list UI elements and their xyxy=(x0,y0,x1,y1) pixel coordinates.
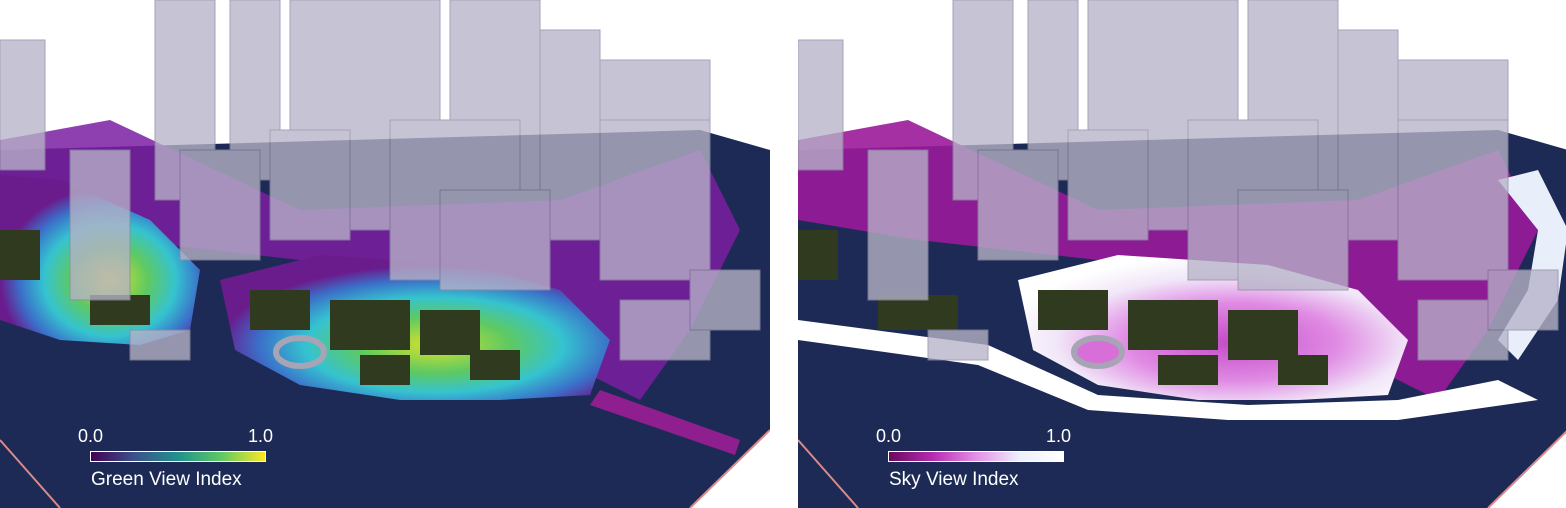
tree-cluster xyxy=(360,355,410,385)
ground-edge xyxy=(1487,430,1566,508)
ground-edge xyxy=(0,439,61,508)
legend-max-label: 1.0 xyxy=(248,426,274,446)
legend-min-label: 0.0 xyxy=(876,426,902,446)
green-view-legend: 0.0 1.0 Green View Index xyxy=(78,424,278,494)
tree-cluster xyxy=(250,290,310,330)
tree-cluster xyxy=(330,300,410,350)
sky-view-scene xyxy=(798,0,1566,508)
building xyxy=(798,39,844,171)
building xyxy=(1237,189,1349,291)
colorbar xyxy=(888,451,1064,462)
waterfront-strip xyxy=(590,390,740,455)
tree-cluster xyxy=(1128,300,1218,350)
buildings xyxy=(0,0,761,361)
building xyxy=(269,129,351,241)
building xyxy=(1487,269,1559,331)
legend-max-label: 1.0 xyxy=(1046,426,1072,446)
tree-cluster xyxy=(878,295,958,330)
ground-edge xyxy=(689,429,770,508)
green-view-panel: 0.0 1.0 Green View Index xyxy=(0,0,770,508)
tree-cluster xyxy=(0,230,40,280)
tree-cluster xyxy=(1158,355,1218,385)
tree-cluster xyxy=(420,310,480,355)
legend-title: Green View Index xyxy=(91,469,242,490)
legend-min-label: 0.0 xyxy=(78,426,104,446)
sky-view-panel: 0.0 1.0 Sky View Index xyxy=(798,0,1566,508)
building xyxy=(1067,129,1149,241)
building xyxy=(867,149,929,301)
building xyxy=(927,329,989,361)
tree-cluster xyxy=(1228,310,1298,360)
building xyxy=(179,149,261,261)
building xyxy=(129,329,191,361)
sky-view-legend: 0.0 1.0 Sky View Index xyxy=(876,424,1076,494)
tree-cluster xyxy=(798,230,838,280)
building xyxy=(0,39,46,171)
legend-title: Sky View Index xyxy=(889,469,1019,490)
tree-cluster xyxy=(470,350,520,380)
building xyxy=(1397,119,1509,281)
building xyxy=(689,269,761,331)
fountain-plaza xyxy=(1071,335,1125,369)
tree-clusters xyxy=(0,230,520,385)
building xyxy=(977,149,1059,261)
tree-cluster xyxy=(1278,355,1328,385)
fountain-plaza xyxy=(273,335,327,369)
green-view-scene xyxy=(0,0,770,508)
ground-edge xyxy=(798,439,859,508)
tree-cluster xyxy=(1038,290,1108,330)
building xyxy=(439,189,551,291)
buildings xyxy=(798,0,1559,361)
colorbar xyxy=(90,451,266,462)
building xyxy=(69,149,131,301)
tree-clusters xyxy=(798,230,1328,385)
building xyxy=(599,119,711,281)
